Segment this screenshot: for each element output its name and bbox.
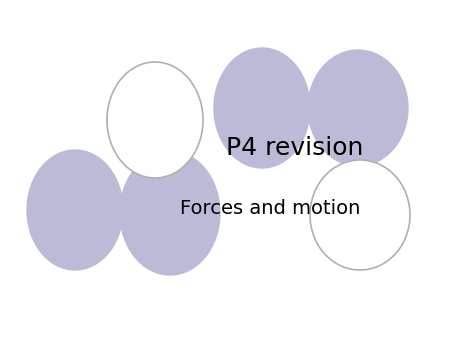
Ellipse shape [107,62,203,178]
Ellipse shape [120,151,220,275]
Ellipse shape [27,150,123,270]
Text: Forces and motion: Forces and motion [180,198,360,217]
Ellipse shape [310,160,410,270]
Ellipse shape [308,50,408,166]
Ellipse shape [214,48,310,168]
Text: P4 revision: P4 revision [226,136,364,160]
